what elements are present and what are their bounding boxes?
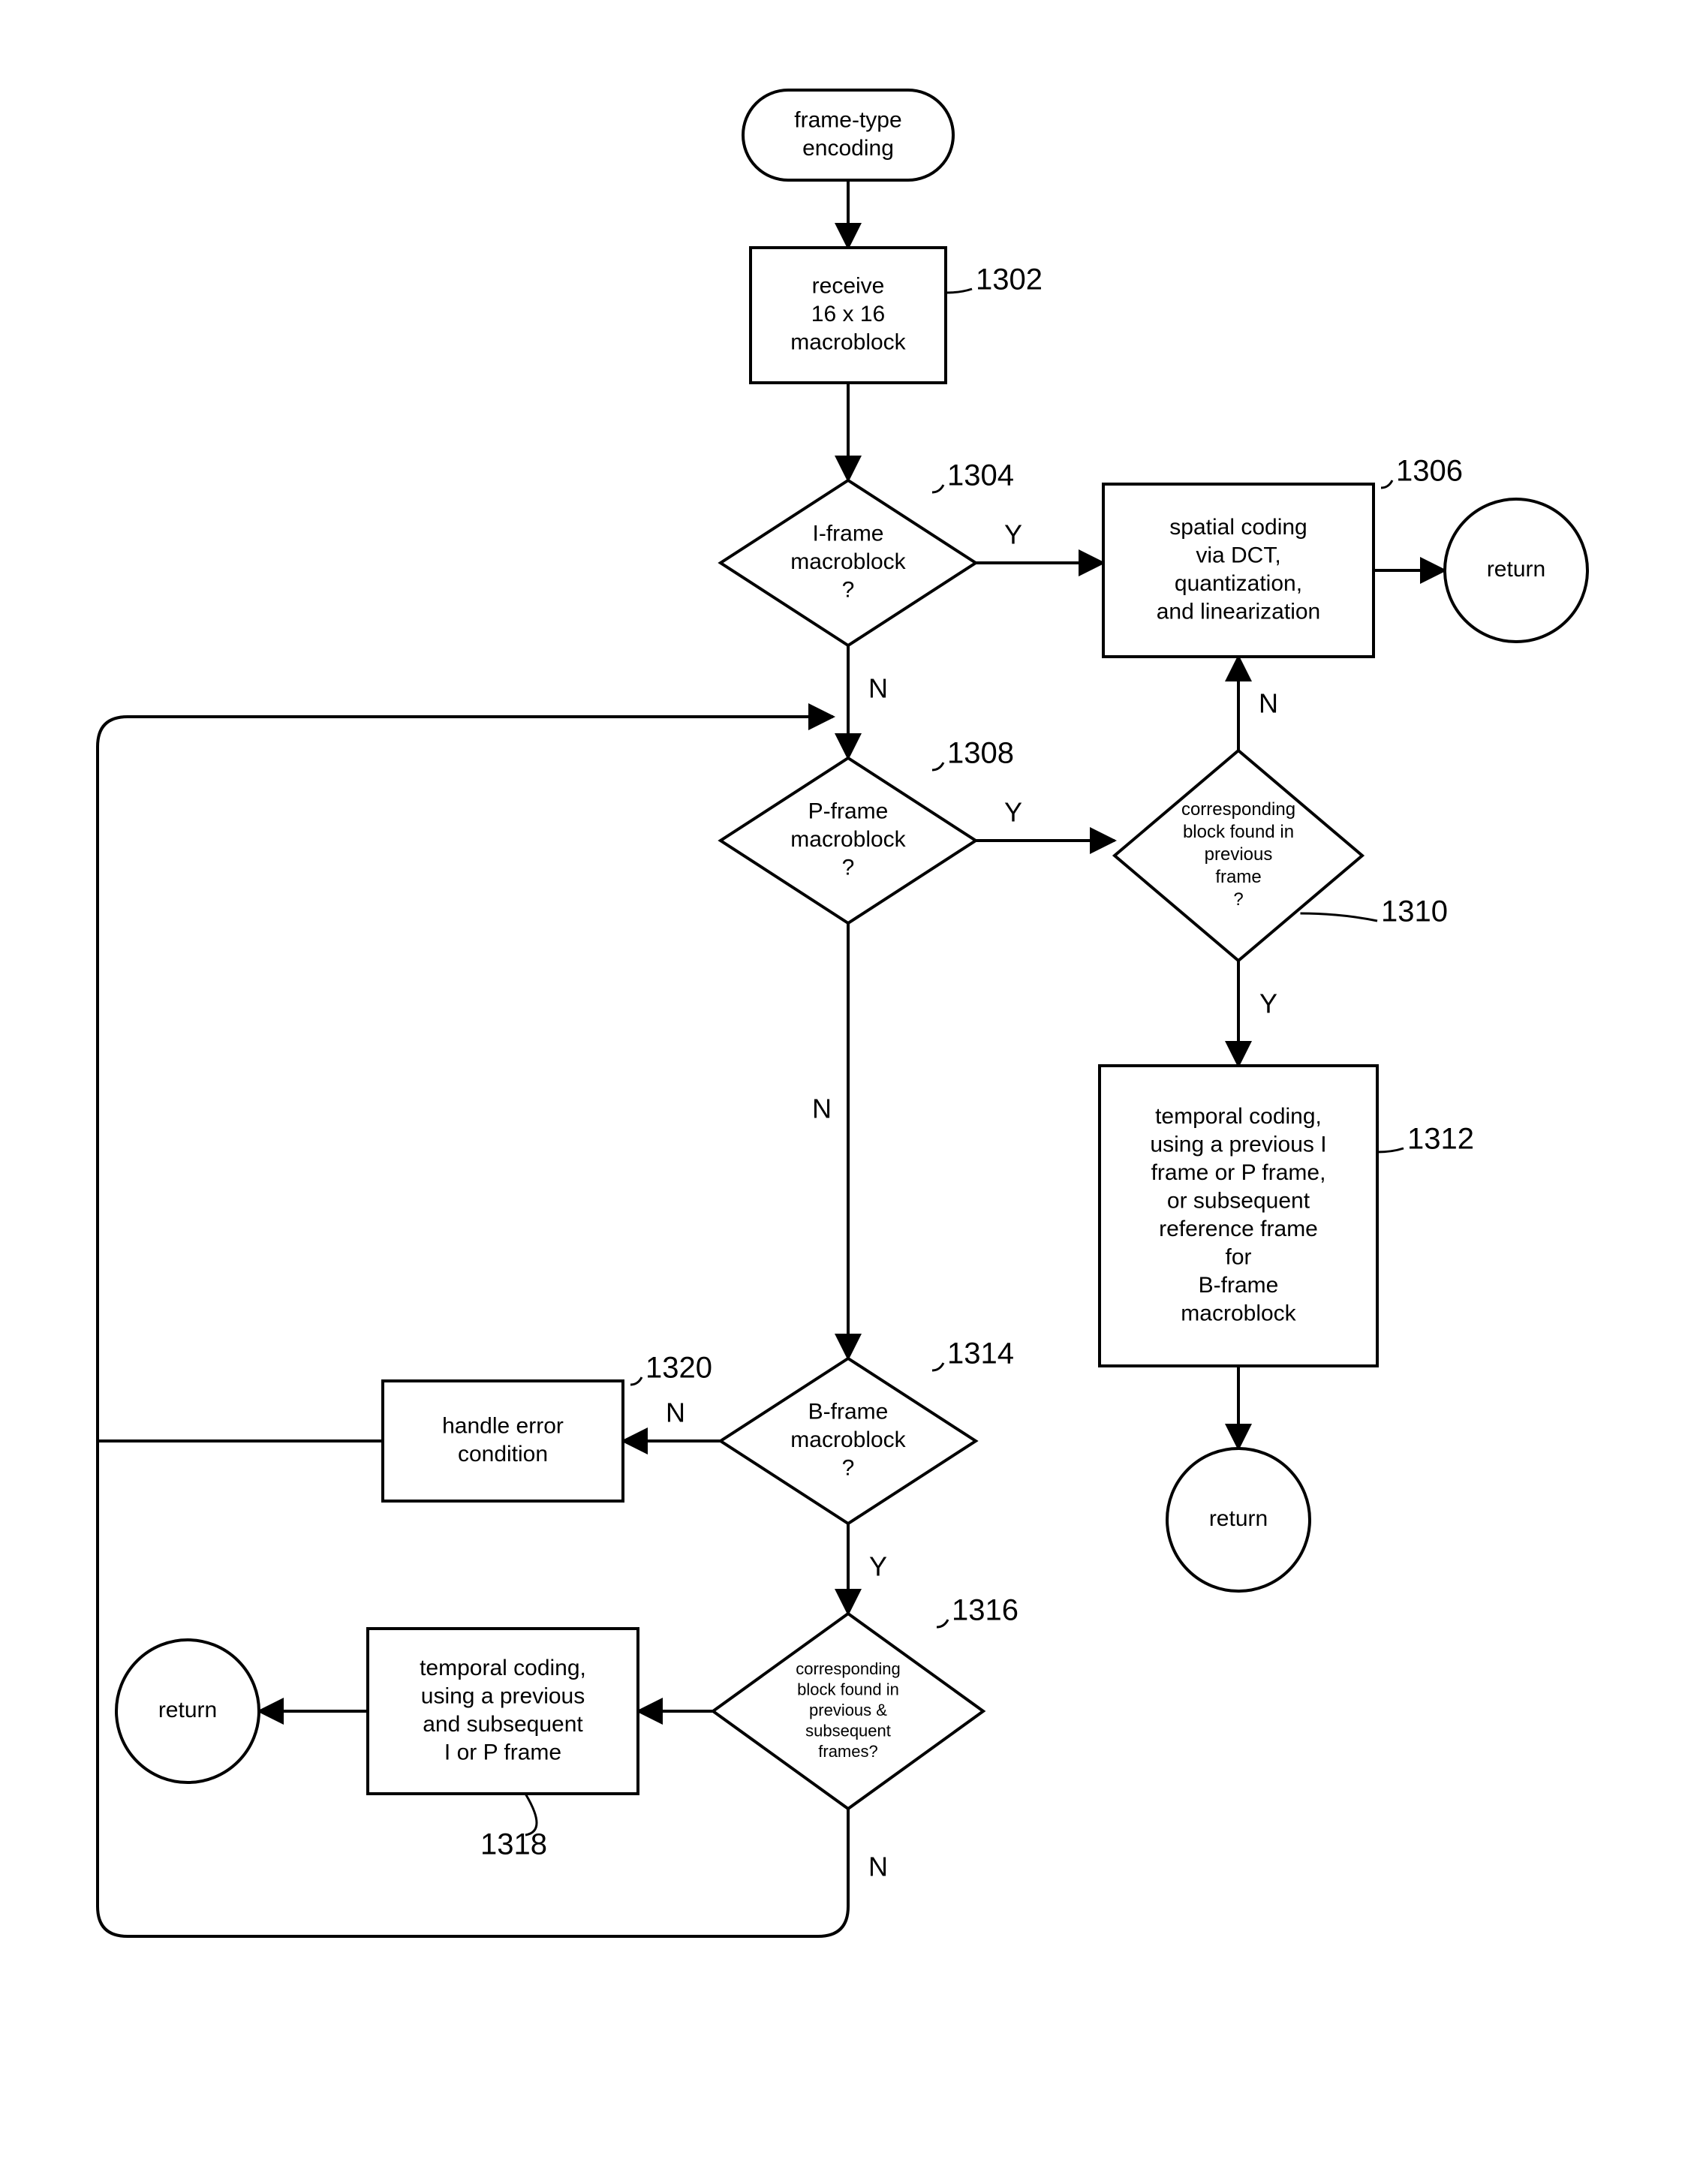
node-ret2: return — [1167, 1448, 1310, 1591]
svg-text:1304: 1304 — [947, 459, 1014, 492]
edge-d1314-d1316: Y — [848, 1524, 887, 1614]
edge-d1310-n1306: N — [1238, 657, 1278, 751]
svg-text:Y: Y — [1004, 797, 1022, 828]
svg-text:1318: 1318 — [480, 1828, 547, 1861]
svg-text:1308: 1308 — [947, 737, 1014, 770]
svg-text:return: return — [1487, 557, 1545, 582]
node-n1318: temporal coding,using a previousand subs… — [368, 1629, 638, 1861]
svg-text:Y: Y — [869, 1551, 887, 1582]
edge-d1304-d1308: N — [848, 645, 888, 758]
svg-text:1320: 1320 — [645, 1352, 712, 1385]
edge-d1304-n1306: Y — [976, 519, 1103, 563]
edge-d1314-n1320: N — [623, 1397, 721, 1441]
edge-d1308-d1310: Y — [976, 797, 1115, 841]
node-ret3: return — [116, 1640, 259, 1782]
nodes-layer: frame-typeencoding receive16 x 16macroblo… — [116, 90, 1587, 1861]
flowchart-canvas: Y N Y N Y N N Y N frame-typeencoding receive16 x … — [0, 0, 1694, 2184]
svg-text:N: N — [666, 1397, 685, 1428]
node-d1304: I-framemacroblock?1304 — [721, 459, 1014, 645]
node-n1302: receive16 x 16macroblock1302 — [751, 248, 1043, 383]
svg-text:N: N — [812, 1094, 832, 1124]
svg-text:N: N — [868, 1852, 888, 1882]
edge-d1310-n1312: Y — [1238, 961, 1277, 1066]
node-n1306: spatial codingvia DCT,quantization,and l… — [1103, 455, 1463, 657]
svg-text:N: N — [868, 673, 888, 704]
node-d1308: P-framemacroblock?1308 — [721, 737, 1014, 923]
svg-text:1302: 1302 — [976, 263, 1043, 296]
node-d1316: correspondingblock found inprevious &sub… — [713, 1594, 1019, 1809]
svg-text:Y: Y — [1259, 988, 1277, 1019]
node-ret1: return — [1445, 499, 1587, 642]
svg-text:return: return — [1209, 1506, 1268, 1531]
svg-text:1312: 1312 — [1407, 1123, 1474, 1156]
edge-d1308-d1314: N — [812, 923, 848, 1358]
node-start: frame-typeencoding — [743, 90, 953, 180]
svg-text:1314: 1314 — [947, 1337, 1014, 1370]
node-d1310: correspondingblock found inpreviousframe… — [1115, 751, 1448, 961]
node-n1312: temporal coding,using a previous Iframe … — [1100, 1066, 1474, 1366]
svg-text:1306: 1306 — [1396, 455, 1463, 488]
node-n1320: handle errorcondition1320 — [383, 1352, 712, 1501]
svg-text:return: return — [158, 1698, 217, 1722]
svg-text:1310: 1310 — [1381, 895, 1448, 928]
node-d1314: B-framemacroblock?1314 — [721, 1337, 1014, 1524]
svg-text:1316: 1316 — [952, 1594, 1019, 1627]
svg-text:Y: Y — [1004, 519, 1022, 550]
svg-text:N: N — [1259, 688, 1278, 719]
